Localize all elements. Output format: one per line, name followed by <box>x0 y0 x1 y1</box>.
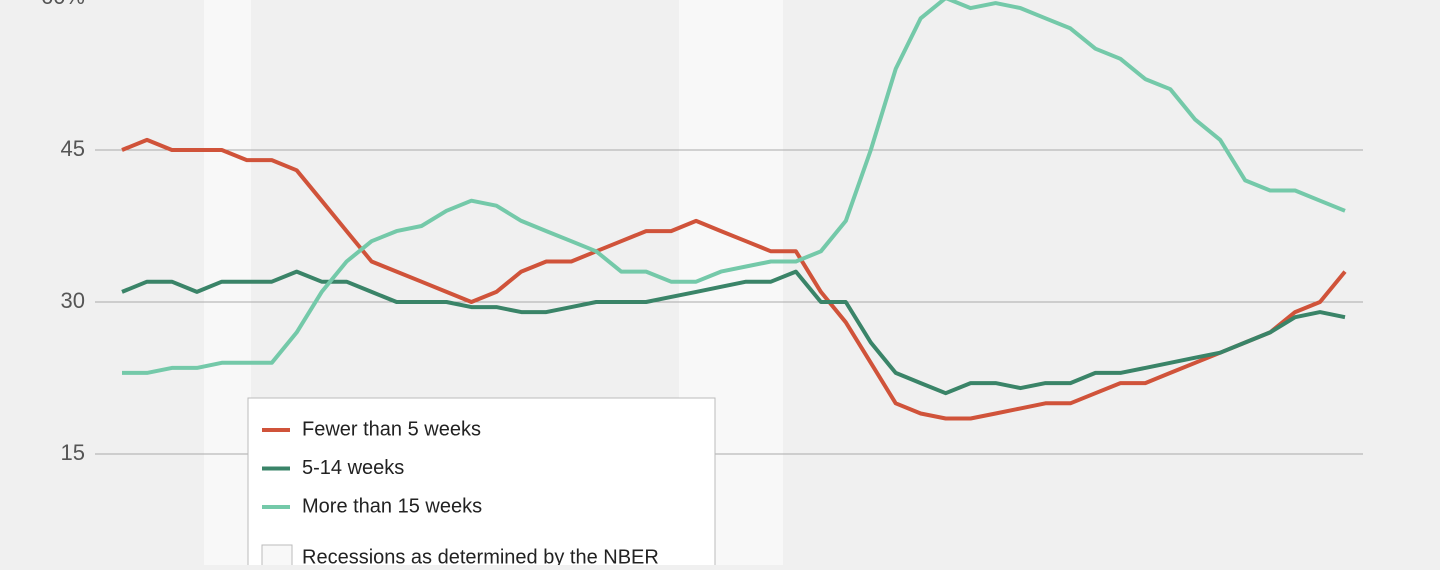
y-tick-label: 15 <box>61 440 85 465</box>
series-line <box>121 137 1347 421</box>
lines <box>121 0 1347 421</box>
y-tick-label: 60% <box>41 0 85 9</box>
legend-box <box>247 397 716 570</box>
legend: Recessions as determined by the NBER Few… <box>247 397 716 570</box>
legend-label: Recessions as determined by the NBER <box>302 546 659 565</box>
legend-label: More than 15 weeks <box>302 495 482 517</box>
grid: 15 30 45 60% <box>41 0 1363 465</box>
series-line <box>122 0 1346 375</box>
y-tick-label: 45 <box>61 136 85 161</box>
legend-recession-swatch <box>261 544 293 570</box>
legend-label: Fewer than 5 weeks <box>302 418 481 440</box>
y-tick-label: 30 <box>61 288 85 313</box>
legend-label: 5-14 weeks <box>302 457 404 479</box>
series-line <box>121 269 1346 396</box>
